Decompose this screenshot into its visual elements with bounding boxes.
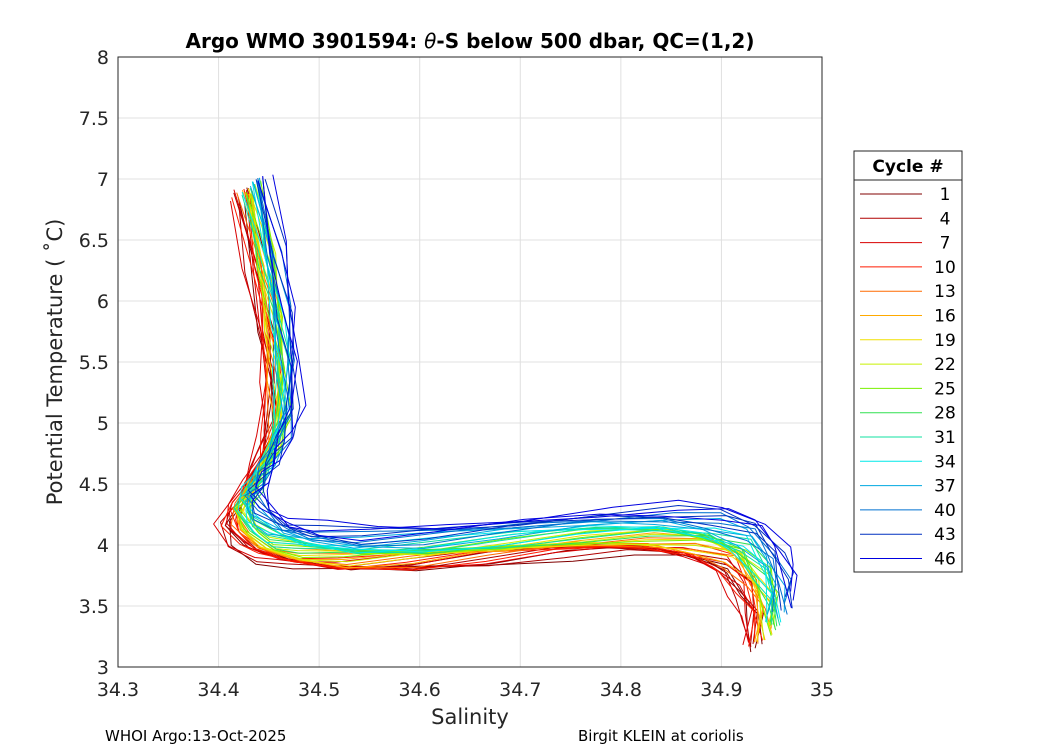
x-tick-labels: 34.3 34.4 34.5 34.6 34.7 34.8 34.9 35 xyxy=(97,679,834,701)
y-tick-label: 6 xyxy=(97,291,109,313)
legend-label-13: 13 xyxy=(934,282,956,302)
footer-left: WHOI Argo:13-Oct-2025 xyxy=(105,727,286,745)
x-tick-label: 34.5 xyxy=(298,679,340,701)
y-tick-label: 8 xyxy=(97,47,109,69)
x-tick-label: 35 xyxy=(810,679,834,701)
legend-label-7: 7 xyxy=(940,234,951,254)
footer-right: Birgit KLEIN at coriolis xyxy=(578,727,744,745)
series-line-cycle-19 xyxy=(240,189,762,643)
legend-items: 1 4 7 10 13 16 19 22 25 28 31 34 37 40 43 46 xyxy=(860,185,956,570)
legend-label-4: 4 xyxy=(940,209,951,229)
series-line-cycle-22 xyxy=(249,183,778,626)
legend-label-31: 31 xyxy=(934,428,956,448)
series-line-cycle-46 xyxy=(255,180,798,601)
x-tick-label: 34.3 xyxy=(97,679,139,701)
series-line-cycle-46 xyxy=(266,174,794,592)
legend-label-34: 34 xyxy=(934,452,956,472)
legend-box xyxy=(853,150,963,573)
y-tick-label: 5.5 xyxy=(79,352,109,374)
legend-label-19: 19 xyxy=(934,331,956,351)
legend-label-22: 22 xyxy=(934,355,956,375)
legend-label-28: 28 xyxy=(934,404,956,424)
series-line-cycle-37 xyxy=(245,181,786,613)
legend-label-16: 16 xyxy=(934,307,956,327)
y-tick-label: 3 xyxy=(97,657,109,679)
legend-label-10: 10 xyxy=(934,258,956,278)
y-tick-label: 5 xyxy=(97,413,109,435)
x-tick-label: 34.6 xyxy=(399,679,441,701)
legend-label-43: 43 xyxy=(934,525,956,545)
y-tick-label: 7.5 xyxy=(79,108,109,130)
legend: Cycle # 1 4 7 10 13 16 19 22 25 28 31 34 37 40 43 46 xyxy=(853,150,963,573)
x-tick-label: 34.8 xyxy=(600,679,642,701)
x-tick-label: 34.7 xyxy=(499,679,541,701)
series-line-cycle-10 xyxy=(220,197,756,643)
legend-label-1: 1 xyxy=(940,185,951,205)
y-tick-labels: 3 3.5 4 4.5 5 5.5 6 6.5 7 7.5 8 xyxy=(79,47,109,679)
x-tick-label: 34.9 xyxy=(700,679,742,701)
y-tick-label: 3.5 xyxy=(79,596,109,618)
series-line-cycle-13 xyxy=(230,192,765,642)
x-axis-label: Salinity xyxy=(431,705,509,729)
legend-label-40: 40 xyxy=(934,501,956,521)
y-tick-label: 4.5 xyxy=(79,474,109,496)
series-line-cycle-40 xyxy=(251,180,777,613)
legend-label-25: 25 xyxy=(934,379,956,399)
series-line-cycle-34 xyxy=(237,191,774,621)
legend-label-46: 46 xyxy=(934,550,956,570)
series-line-cycle-7 xyxy=(226,189,753,646)
legend-label-37: 37 xyxy=(934,477,956,497)
y-tick-label: 7 xyxy=(97,169,109,191)
series-group xyxy=(213,174,798,653)
series-line-cycle-16 xyxy=(236,189,764,643)
series-line-cycle-37 xyxy=(246,185,777,615)
legend-title: Cycle # xyxy=(872,157,943,177)
y-tick-label: 6.5 xyxy=(79,230,109,252)
chart-title: Argo WMO 3901594: θ-S below 500 dbar, QC… xyxy=(186,29,755,53)
y-tick-label: 4 xyxy=(97,535,109,557)
x-tick-label: 34.4 xyxy=(197,679,239,701)
y-axis-label: Potential Temperature ( ˚C) xyxy=(43,219,67,506)
series-line-cycle-7 xyxy=(213,200,750,643)
series-line-cycle-40 xyxy=(244,177,788,615)
plot-frame xyxy=(117,56,823,668)
series-line-cycle-43 xyxy=(251,177,782,611)
